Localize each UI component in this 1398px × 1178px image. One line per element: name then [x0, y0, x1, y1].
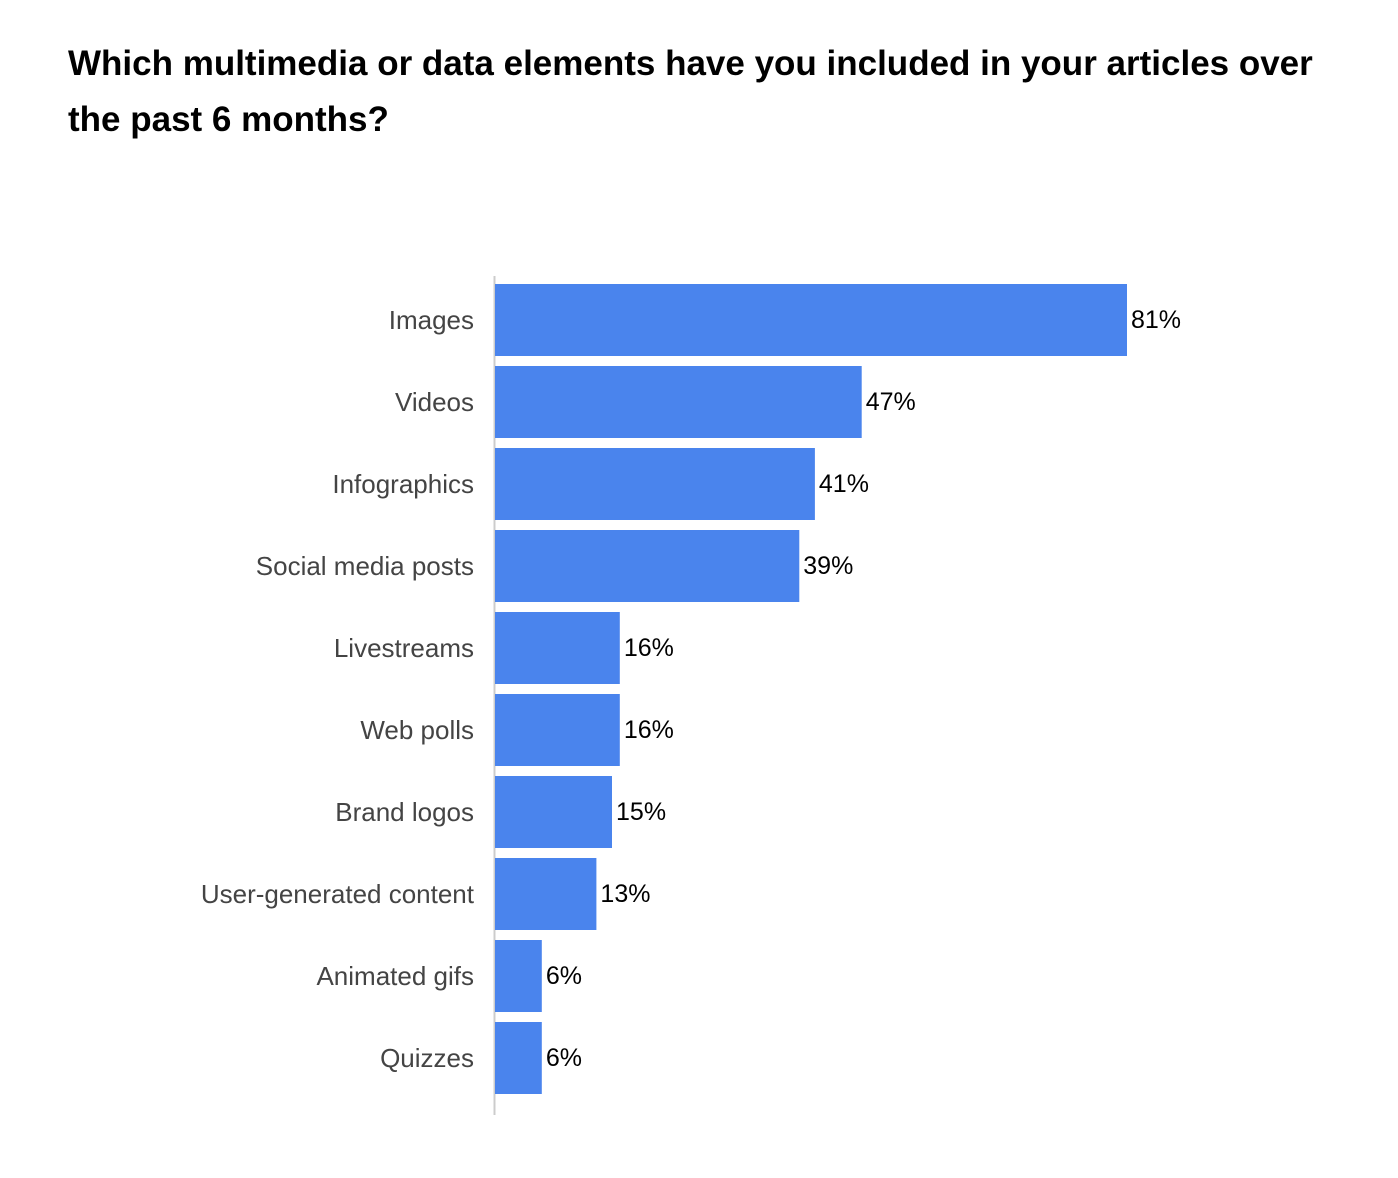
value-label-animated-gifs: 6%: [546, 962, 582, 990]
value-label-images: 81%: [1131, 306, 1181, 334]
bar-quizzes: [495, 1022, 542, 1094]
category-label-livestreams: Livestreams: [334, 633, 474, 663]
category-label-videos: Videos: [395, 387, 474, 417]
bar-animated-gifs: [495, 940, 542, 1012]
category-label-images: Images: [389, 305, 474, 335]
category-labels: Images Videos Infographics Social media pos…: [201, 305, 475, 1073]
value-label-videos: 47%: [866, 388, 916, 416]
value-label-brand-logos: 15%: [616, 798, 666, 826]
category-label-web-polls: Web polls: [360, 715, 474, 745]
bar-livestreams: [495, 612, 620, 684]
bar-social-media-posts: [495, 530, 800, 602]
category-label-quizzes: Quizzes: [380, 1043, 474, 1073]
value-labels: 81% 47% 41% 39% 16% 16% 15% 13% 6% 6%: [546, 306, 1181, 1072]
category-label-social-media-posts: Social media posts: [256, 551, 474, 581]
value-label-livestreams: 16%: [624, 634, 674, 662]
category-label-animated-gifs: Animated gifs: [316, 961, 474, 991]
chart-title: Which multimedia or data elements have y…: [68, 44, 1313, 139]
category-label-brand-logos: Brand logos: [335, 797, 474, 827]
value-label-quizzes: 6%: [546, 1044, 582, 1072]
value-label-social-media-posts: 39%: [803, 552, 853, 580]
bar-infographics: [495, 448, 815, 520]
value-label-infographics: 41%: [819, 470, 869, 498]
value-label-user-generated-content: 13%: [600, 880, 650, 908]
bar-web-polls: [495, 694, 620, 766]
value-label-web-polls: 16%: [624, 716, 674, 744]
bar-brand-logos: [495, 776, 612, 848]
bar-images: [495, 284, 1127, 356]
category-label-infographics: Infographics: [332, 469, 474, 499]
bar-user-generated-content: [495, 858, 597, 930]
bars-group: [495, 284, 1127, 1094]
category-label-user-generated-content: User-generated content: [201, 879, 475, 909]
bar-videos: [495, 366, 862, 438]
